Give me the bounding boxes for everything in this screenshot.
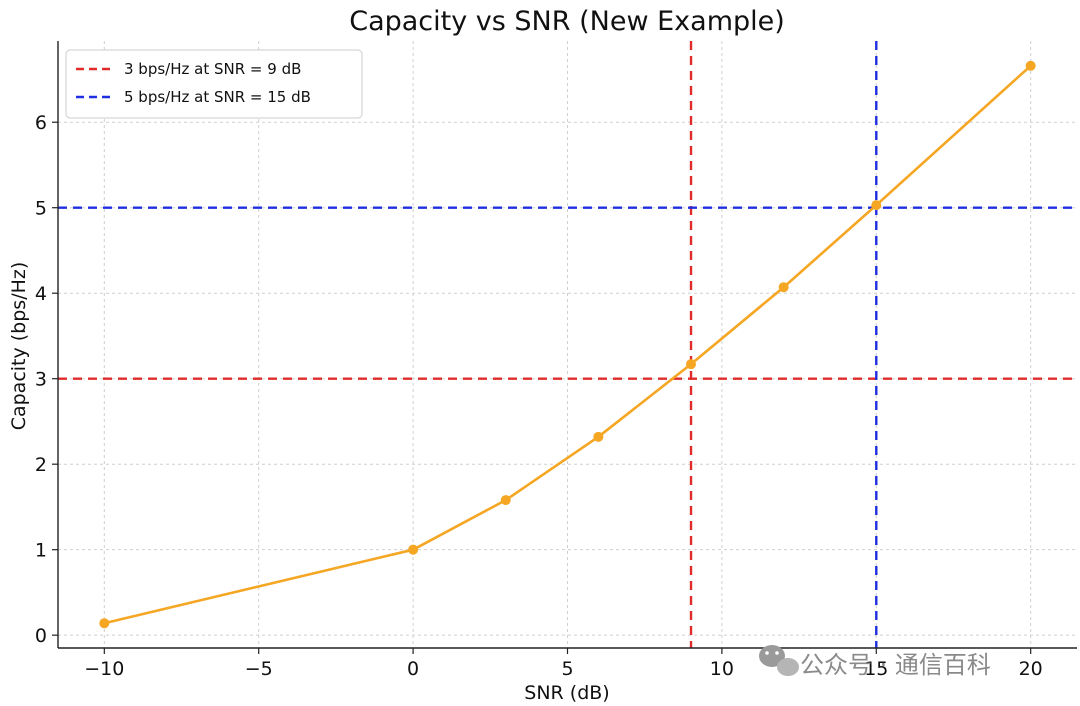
data-point <box>1025 60 1036 71</box>
legend-entry-label: 3 bps/Hz at SNR = 9 dB <box>124 60 301 78</box>
data-point <box>593 431 604 442</box>
legend: 3 bps/Hz at SNR = 9 dB 5 bps/Hz at SNR = … <box>65 49 363 119</box>
y-axis-label: Capacity (bps/Hz) <box>8 262 30 431</box>
data-point <box>871 200 882 211</box>
data-point <box>686 359 697 370</box>
series-line <box>104 64 1032 625</box>
watermark-text: 公众号 · 通信百科 <box>800 651 991 679</box>
x-tick-label: −5 <box>245 658 273 680</box>
watermark: 公众号 · 通信百科 <box>759 645 991 679</box>
axes: −10 −5 0 5 10 15 20 0 1 2 3 4 5 6 <box>35 41 1077 680</box>
series <box>99 60 1036 629</box>
data-point <box>500 495 511 506</box>
data-point <box>408 544 419 555</box>
y-tick-label: 4 <box>35 283 47 305</box>
x-tick-label: 20 <box>1019 658 1043 680</box>
data-point <box>778 282 789 293</box>
legend-entry-label: 5 bps/Hz at SNR = 15 dB <box>124 88 311 106</box>
x-axis-label: SNR (dB) <box>524 682 609 704</box>
x-tick-label: 15 <box>864 658 888 680</box>
grid <box>58 41 1077 648</box>
legend-box <box>65 49 363 119</box>
y-tick-label: 3 <box>35 369 47 391</box>
wechat-icon <box>759 645 799 676</box>
x-tick-label: −10 <box>84 658 124 680</box>
x-tick-label: 10 <box>710 658 734 680</box>
y-tick-label: 2 <box>35 454 47 476</box>
data-point <box>99 618 110 629</box>
y-tick-label: 5 <box>35 198 47 220</box>
reference-lines <box>58 41 1077 648</box>
x-tick-label: 5 <box>561 658 573 680</box>
x-tick-label: 0 <box>407 658 419 680</box>
chart-title: Capacity vs SNR (New Example) <box>349 6 785 37</box>
y-tick-label: 1 <box>35 540 47 562</box>
y-tick-label: 6 <box>35 112 47 134</box>
y-tick-label: 0 <box>35 625 47 647</box>
